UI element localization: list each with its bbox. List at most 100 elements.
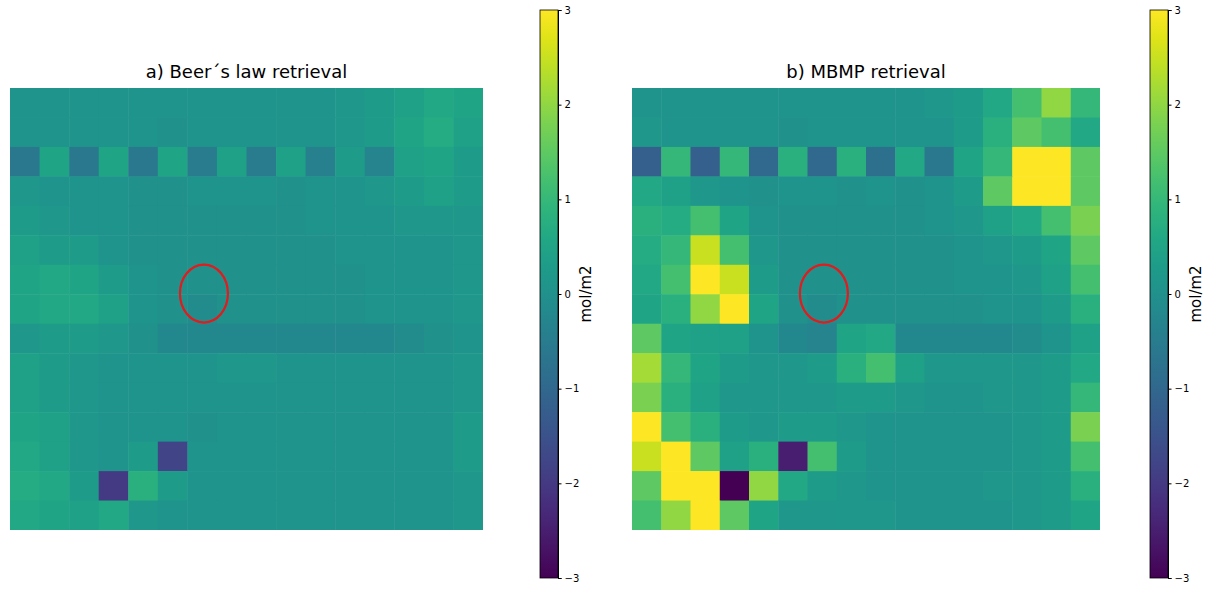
heatmap-cell	[691, 501, 721, 530]
tick: 2	[1168, 99, 1181, 110]
heatmap-cell	[247, 265, 277, 295]
heatmap-cell	[10, 206, 40, 236]
heatmap-cell	[40, 471, 70, 501]
heatmap-cell	[394, 235, 424, 265]
heatmap-cell	[661, 442, 691, 472]
heatmap-cell	[778, 353, 808, 383]
heatmap-cell	[69, 147, 99, 177]
heatmap-cell	[40, 176, 70, 206]
heatmap-cell	[40, 353, 70, 383]
heatmap-cell	[1012, 383, 1042, 413]
heatmap-cell	[866, 235, 896, 265]
heatmap-cell	[1042, 471, 1072, 501]
colorbar-axis-line	[559, 11, 562, 579]
heatmap-cell	[691, 442, 721, 472]
heatmap-cell	[365, 501, 395, 530]
heatmap-cell	[69, 176, 99, 206]
tick-label: −2	[1175, 478, 1190, 489]
heatmap-cell	[99, 88, 129, 118]
heatmap-cell	[69, 235, 99, 265]
heatmap-cell	[691, 324, 721, 354]
heatmap-cell	[661, 294, 691, 324]
tick-label: −1	[565, 383, 580, 394]
heatmap-cell	[99, 383, 129, 413]
heatmap-cell	[1071, 147, 1100, 177]
heatmap-cell	[306, 265, 336, 295]
heatmap-cell	[247, 324, 277, 354]
heatmap-cell	[99, 353, 129, 383]
heatmap-cell	[983, 176, 1013, 206]
heatmap-cell	[247, 471, 277, 501]
tick-label: 1	[565, 194, 571, 205]
heatmap-cell	[954, 442, 984, 472]
heatmap-cell	[247, 88, 277, 118]
heatmap-cell	[895, 265, 925, 295]
heatmap-cell	[1012, 324, 1042, 354]
heatmap-cell	[158, 206, 188, 236]
heatmap-cell	[632, 235, 662, 265]
heatmap-cell	[866, 471, 896, 501]
panel-title: a) Beer´s law retrieval	[146, 61, 348, 82]
heatmap-cell	[749, 206, 779, 236]
tick: 3	[558, 5, 571, 16]
heatmap-cell	[99, 117, 129, 147]
tick: −2	[558, 478, 579, 489]
heatmap-cell	[749, 471, 779, 501]
heatmap-cell	[40, 324, 70, 354]
heatmap-cell	[749, 117, 779, 147]
heatmap-cell	[866, 501, 896, 530]
heatmap-cell	[247, 176, 277, 206]
heatmap-cell	[749, 501, 779, 530]
heatmap-cell	[895, 294, 925, 324]
heatmap-cell	[453, 117, 483, 147]
heatmap-cell	[187, 176, 217, 206]
heatmap-cell	[808, 501, 838, 530]
heatmap-cell	[1042, 206, 1072, 236]
heatmap-cell	[1042, 383, 1072, 413]
heatmap-cell	[306, 176, 336, 206]
heatmap-cell	[247, 294, 277, 324]
heatmap-cell	[424, 117, 454, 147]
heatmap-cell	[1042, 117, 1072, 147]
heatmap-cell	[128, 88, 158, 118]
heatmap-cell	[40, 501, 70, 530]
heatmap-cell	[217, 501, 247, 530]
heatmap-cell	[866, 294, 896, 324]
heatmap-cell	[866, 147, 896, 177]
heatmap-cell	[187, 383, 217, 413]
heatmap-cell	[1042, 353, 1072, 383]
heatmap-cell	[808, 88, 838, 118]
heatmap-cell	[720, 324, 750, 354]
heatmap-cell	[306, 147, 336, 177]
heatmap-cell	[365, 147, 395, 177]
heatmap-cell	[424, 501, 454, 530]
heatmap-cell	[335, 265, 365, 295]
heatmap-cell	[365, 88, 395, 118]
heatmap-cell	[40, 147, 70, 177]
heatmap-cell	[276, 353, 306, 383]
heatmap-cell	[276, 88, 306, 118]
tick-label: 0	[565, 289, 571, 300]
heatmap-cell	[837, 324, 867, 354]
heatmap-cell	[954, 383, 984, 413]
heatmap-cell	[983, 471, 1013, 501]
heatmap-cell	[306, 353, 336, 383]
heatmap-cell	[365, 353, 395, 383]
heatmap-cell	[866, 442, 896, 472]
heatmap-cell	[983, 412, 1013, 442]
heatmap-cell	[691, 412, 721, 442]
heatmap-cell	[69, 294, 99, 324]
heatmap-cell	[99, 471, 129, 501]
heatmap-cell	[247, 147, 277, 177]
heatmap-cell	[276, 442, 306, 472]
heatmap-cell	[749, 147, 779, 177]
heatmap-cell	[954, 471, 984, 501]
heatmap-cell	[276, 501, 306, 530]
heatmap-cell	[128, 147, 158, 177]
tick: 1	[558, 194, 571, 205]
heatmap-cell	[335, 383, 365, 413]
heatmap-cell	[1042, 412, 1072, 442]
heatmap-cell	[778, 324, 808, 354]
heatmap-cell	[954, 147, 984, 177]
heatmap-cell	[691, 147, 721, 177]
